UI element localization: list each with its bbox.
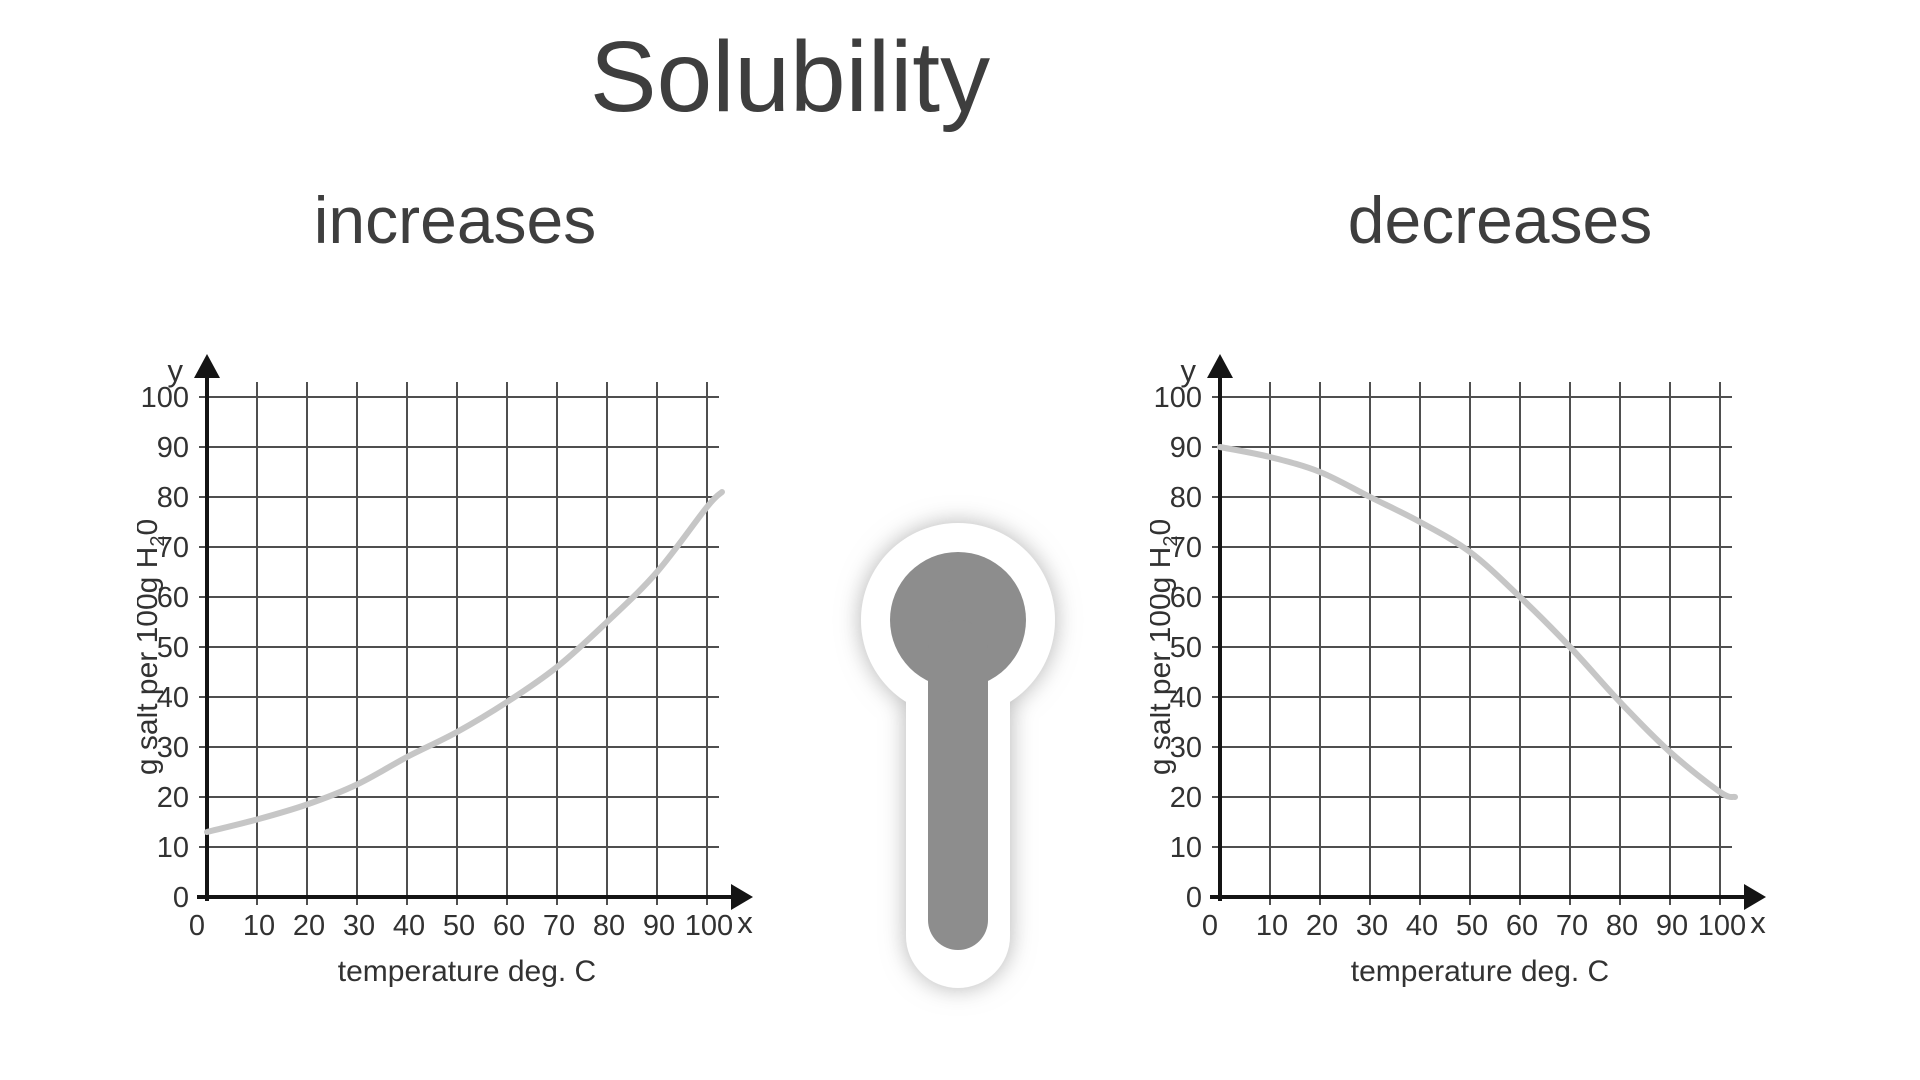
y-tick-label: 70 <box>1170 532 1202 564</box>
solubility-curve <box>204 489 725 835</box>
y-axis-arrow-icon <box>1207 354 1233 378</box>
y-tick-label: 40 <box>1170 682 1202 714</box>
x-tick-label: 90 <box>1656 910 1688 942</box>
page-title: Solubility <box>589 21 991 133</box>
x-tick-label: 70 <box>1556 910 1588 942</box>
x-tick-label: 30 <box>1356 910 1388 942</box>
x-tick-label: 10 <box>1256 910 1288 942</box>
x-tick-label: 40 <box>1406 910 1438 942</box>
y-tick-label: 80 <box>1170 482 1202 514</box>
y-axis-arrow-icon <box>194 354 220 378</box>
x-tick-label: 100 <box>685 910 733 942</box>
y-tick-label: 70 <box>157 532 189 564</box>
y-tick-label: 60 <box>157 582 189 614</box>
solubility-curve <box>1217 444 1738 801</box>
x-axis-letter: x <box>1750 905 1766 940</box>
y-axis-letter: y <box>168 353 184 388</box>
x-tick-label: 0 <box>189 910 205 942</box>
x-tick-label: 10 <box>243 910 275 942</box>
y-tick-label: 100 <box>141 382 189 414</box>
y-tick-label: 50 <box>157 632 189 664</box>
y-tick-label: 50 <box>1170 632 1202 664</box>
chart-heading-increases: increases <box>313 183 597 257</box>
solubility-decreases-chart: 0 10 20 30 40 50 60 70 80 90 100 0 10 20 30 40 50 60 70 80 9… <box>1150 353 1766 988</box>
x-tick-label: 20 <box>1306 910 1338 942</box>
y-tick-label: 30 <box>157 732 189 764</box>
x-tick-label: 30 <box>343 910 375 942</box>
x-tick-label: 90 <box>643 910 675 942</box>
y-axis-title: g salt per 100g H20 <box>1150 519 1182 775</box>
chart-heading-decreases: decreases <box>1347 183 1653 257</box>
y-tick-label: 90 <box>157 432 189 464</box>
solubility-increases-chart: 0 10 20 30 40 50 60 70 80 90 100 0 10 20 30 40 50 60 70 80 9… <box>137 353 753 988</box>
thermometer-icon <box>861 523 1055 988</box>
x-axis-arrow-icon <box>731 884 753 910</box>
y-axis-letter: y <box>1181 353 1197 388</box>
x-tick-label: 50 <box>443 910 475 942</box>
x-axis-title: temperature deg. C <box>338 955 596 988</box>
x-axis-arrow-icon <box>1744 884 1766 910</box>
x-tick-label: 80 <box>1606 910 1638 942</box>
y-tick-label: 80 <box>157 482 189 514</box>
x-tick-label: 80 <box>593 910 625 942</box>
y-tick-label: 100 <box>1154 382 1202 414</box>
x-tick-label: 20 <box>293 910 325 942</box>
thermometer-body <box>890 552 1026 950</box>
y-tick-label: 0 <box>1186 882 1202 914</box>
x-tick-label: 70 <box>543 910 575 942</box>
y-tick-label: 90 <box>1170 432 1202 464</box>
y-tick-label: 10 <box>157 832 189 864</box>
x-axis-title: temperature deg. C <box>1351 955 1609 988</box>
y-tick-label: 20 <box>157 782 189 814</box>
y-tick-label: 60 <box>1170 582 1202 614</box>
x-axis-letter: x <box>737 905 753 940</box>
x-tick-label: 50 <box>1456 910 1488 942</box>
x-tick-label: 0 <box>1202 910 1218 942</box>
x-tick-label: 40 <box>393 910 425 942</box>
y-axis-title: g salt per 100g H20 <box>137 519 169 775</box>
y-tick-label: 0 <box>173 882 189 914</box>
x-tick-label: 60 <box>1506 910 1538 942</box>
x-tick-label: 60 <box>493 910 525 942</box>
x-tick-label: 100 <box>1698 910 1746 942</box>
y-tick-label: 10 <box>1170 832 1202 864</box>
y-tick-label: 20 <box>1170 782 1202 814</box>
y-tick-label: 40 <box>157 682 189 714</box>
y-tick-label: 30 <box>1170 732 1202 764</box>
